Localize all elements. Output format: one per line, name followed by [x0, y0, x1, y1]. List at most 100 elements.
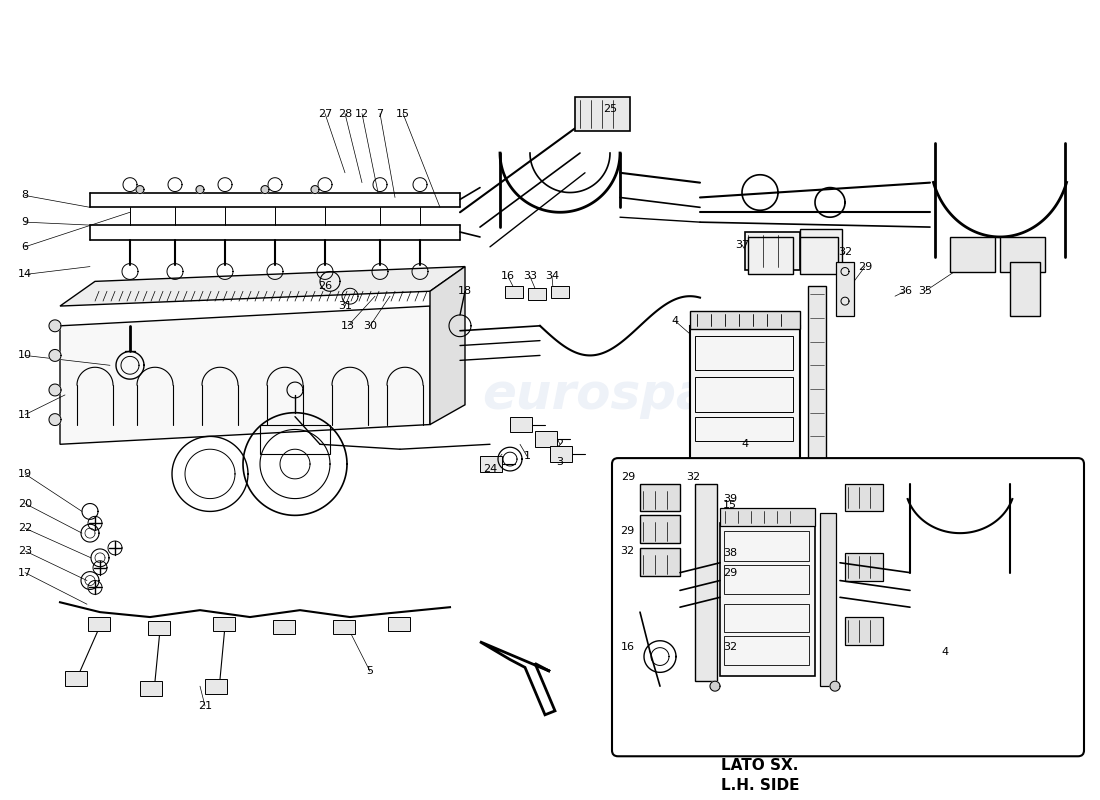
Polygon shape [136, 186, 144, 194]
Text: 33: 33 [522, 271, 537, 282]
Bar [535, 431, 557, 447]
Text: 30: 30 [363, 321, 377, 331]
Bar [528, 288, 546, 300]
Bar [88, 617, 110, 631]
Bar [690, 311, 800, 329]
Text: 13: 13 [341, 321, 355, 331]
Polygon shape [830, 682, 840, 691]
Polygon shape [372, 264, 388, 279]
Bar [845, 484, 883, 511]
Bar [950, 237, 996, 271]
Polygon shape [317, 264, 333, 279]
Bar [695, 336, 793, 370]
Text: 2: 2 [557, 439, 563, 450]
Bar [575, 97, 630, 131]
Text: 29: 29 [620, 526, 634, 536]
Polygon shape [60, 306, 430, 444]
Polygon shape [50, 320, 60, 332]
Polygon shape [217, 264, 233, 279]
Bar [836, 262, 854, 316]
Bar [1000, 237, 1045, 271]
Bar [720, 509, 815, 526]
Text: eurospares: eurospares [482, 371, 798, 419]
Text: 15: 15 [723, 501, 737, 510]
Text: 21: 21 [198, 701, 212, 711]
Polygon shape [710, 682, 720, 691]
Polygon shape [167, 264, 183, 279]
Bar [745, 232, 800, 270]
Text: 12: 12 [355, 109, 370, 118]
Bar [640, 484, 680, 511]
Polygon shape [412, 264, 428, 279]
Bar [845, 553, 883, 581]
Bar [724, 636, 808, 666]
Polygon shape [311, 186, 319, 194]
Text: 32: 32 [686, 472, 700, 482]
Text: 4: 4 [942, 646, 948, 657]
Text: 3: 3 [557, 457, 563, 467]
Text: 4: 4 [671, 316, 679, 326]
Text: 31: 31 [338, 301, 352, 311]
Text: 36: 36 [898, 286, 912, 296]
Text: eurospares: eurospares [72, 371, 388, 419]
Bar [808, 286, 826, 494]
Polygon shape [50, 350, 60, 362]
Text: 18: 18 [458, 286, 472, 296]
Text: 32: 32 [838, 246, 853, 257]
Text: 1: 1 [524, 451, 530, 461]
Bar [640, 515, 680, 543]
Text: LATO SX.
L.H. SIDE: LATO SX. L.H. SIDE [720, 758, 800, 793]
Text: 19: 19 [18, 469, 32, 479]
Text: 26: 26 [318, 282, 332, 291]
Polygon shape [122, 264, 138, 279]
Polygon shape [196, 186, 204, 194]
Text: 38: 38 [723, 548, 737, 558]
Bar [260, 425, 330, 454]
Text: 16: 16 [621, 642, 635, 652]
Text: 27: 27 [318, 109, 332, 118]
Text: 11: 11 [18, 410, 32, 420]
Polygon shape [480, 642, 556, 715]
Text: 16: 16 [500, 271, 515, 282]
Text: 28: 28 [338, 109, 352, 118]
Text: 7: 7 [376, 109, 384, 118]
Text: 34: 34 [544, 271, 559, 282]
Bar [65, 671, 87, 686]
Bar [551, 286, 569, 298]
Bar [800, 229, 842, 266]
Text: 4: 4 [741, 439, 749, 450]
Text: 29: 29 [620, 472, 635, 482]
Text: 29: 29 [723, 568, 737, 578]
Bar [820, 514, 836, 686]
Bar [845, 617, 883, 645]
Bar [205, 679, 227, 694]
Text: 17: 17 [18, 568, 32, 578]
Bar [213, 617, 235, 631]
Text: 32: 32 [723, 642, 737, 652]
Text: 14: 14 [18, 270, 32, 279]
Polygon shape [50, 414, 60, 426]
Bar [695, 417, 793, 442]
Bar [695, 484, 717, 682]
Polygon shape [50, 384, 60, 396]
Text: 32: 32 [620, 546, 634, 556]
Text: 15: 15 [396, 109, 410, 118]
Bar [640, 548, 680, 575]
Text: 39: 39 [723, 494, 737, 503]
Bar [550, 446, 572, 462]
Bar [333, 620, 355, 634]
Text: 29: 29 [858, 262, 872, 271]
Bar [724, 604, 808, 632]
Text: 23: 23 [18, 546, 32, 556]
Polygon shape [261, 186, 270, 194]
Bar [724, 565, 808, 594]
Text: 10: 10 [18, 350, 32, 361]
FancyBboxPatch shape [612, 458, 1084, 756]
Bar [505, 286, 522, 298]
Bar [748, 237, 793, 274]
Bar [800, 237, 838, 274]
Text: 20: 20 [18, 498, 32, 509]
Bar [480, 456, 502, 472]
Bar [388, 617, 410, 631]
Text: 24: 24 [483, 464, 497, 474]
